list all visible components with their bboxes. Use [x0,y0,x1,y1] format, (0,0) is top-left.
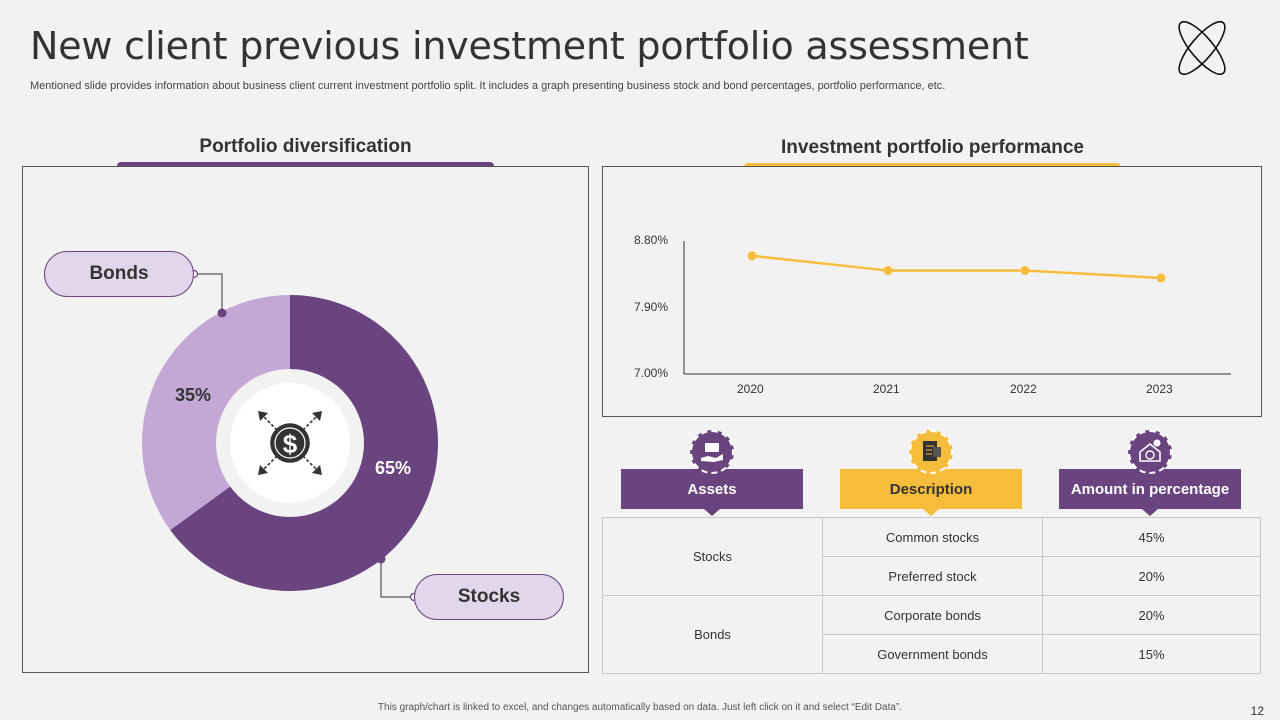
header-description: Description [840,469,1022,516]
dollar-sign: $ [283,429,298,459]
asset-cell: Stocks [602,517,823,596]
data-point-2021 [883,266,893,276]
description-cell: Corporate bonds [822,595,1043,635]
description-cell: Common stocks [822,517,1043,557]
header-notch [1142,509,1158,516]
portfolio-diversification-title: Portfolio diversification [199,136,412,157]
donut-slice-bonds [142,295,290,530]
house-dollar-icon [1128,430,1172,474]
table-row: Stocks Common stocks 45% [602,517,1261,596]
donut-chart: $ [142,269,438,602]
header-assets-label: Assets [687,480,737,498]
table-row: Preferred stock 20% [603,556,1261,596]
page-title: New client previous investment portfolio… [30,24,1029,68]
x-tick-label: 2022 [1010,382,1037,396]
asset-cell: Bonds [602,595,823,674]
table-row: Government bonds 15% [603,634,1261,674]
stocks-callout: Stocks [414,574,564,620]
document-icon [909,430,953,474]
y-tick-label: 7.00% [634,366,669,380]
page-subtitle: Mentioned slide provides information abo… [30,80,946,92]
dollar-arrows-icon [258,411,322,475]
table-row: Bonds Corporate bonds 20% [602,595,1261,674]
footer-note: This graph/chart is linked to excel, and… [377,702,903,713]
portfolio-table: Stocks Common stocks 45% Preferred stock… [602,517,1261,674]
bonds-connector [194,273,223,313]
stocks-percent-label: 65% [375,458,412,478]
amount-cell: 15% [1042,634,1261,674]
header-description-label: Description [889,480,973,498]
x-tick-label: 2023 [1146,382,1173,396]
portfolio-performance-title: Investment portfolio performance [781,137,1084,158]
page-number: 12 [1250,704,1264,718]
performance-line [751,254,1162,280]
x-tick-label: 2021 [873,382,900,396]
performance-panel [602,166,1262,417]
stocks-connector [380,559,414,598]
atom-logo-icon [1178,20,1226,76]
bonds-callout: Bonds [44,251,194,297]
header-amount-label: Amount in percentage [1070,480,1230,498]
money-hand-icon [690,430,734,474]
description-cell: Government bonds [822,634,1043,674]
stocks-connector-dot [376,554,386,564]
header-assets: Assets [621,469,803,516]
header-notch [704,509,720,516]
description-cell: Preferred stock [822,556,1043,596]
x-tick-label: 2020 [737,382,764,396]
y-tick-label: 7.90% [634,299,669,314]
line-chart [683,241,1231,375]
header-amount: Amount in percentage [1059,469,1241,516]
data-point-2022 [1020,266,1030,276]
header-notch [923,509,939,516]
amount-cell: 45% [1042,517,1261,557]
bonds-percent-label: 35% [175,385,212,405]
data-point-2023 [1156,273,1166,283]
bonds-connector-dot [217,308,227,318]
y-tick-label: 8.80% [634,233,669,247]
amount-cell: 20% [1042,556,1261,596]
data-point-2020 [747,251,757,261]
amount-cell: 20% [1042,595,1261,635]
